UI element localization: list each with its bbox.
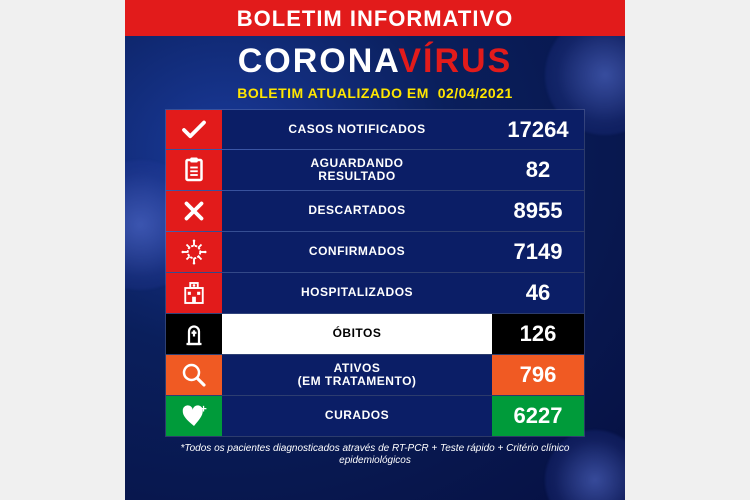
value-cell: 8955 <box>492 191 584 231</box>
row-label: CASOS NOTIFICADOS <box>288 123 425 136</box>
row-value: 46 <box>526 280 550 306</box>
value-cell: 17264 <box>492 110 584 149</box>
row-label: AGUARDANDORESULTADO <box>311 157 404 183</box>
title-red: VÍRUS <box>398 42 512 80</box>
value-cell: 82 <box>492 150 584 190</box>
table-row: AGUARDANDORESULTADO 82 <box>165 150 585 191</box>
subtitle: BOLETIM ATUALIZADO EM 02/04/2021 <box>125 83 625 109</box>
banner-red: BOLETIM INFORMATIVO <box>125 0 625 36</box>
hospital-icon <box>179 278 209 308</box>
x-icon <box>179 196 209 226</box>
label-cell: AGUARDANDORESULTADO <box>222 150 492 190</box>
value-cell: 7149 <box>492 232 584 272</box>
row-value: 17264 <box>507 117 568 143</box>
heart-icon: + <box>179 401 209 431</box>
label-cell: HOSPITALIZADOS <box>222 273 492 313</box>
stats-table: CASOS NOTIFICADOS 17264 AGUARDANDORESULT… <box>165 109 585 437</box>
value-cell: 796 <box>492 355 584 395</box>
table-row: CONFIRMADOS 7149 <box>165 232 585 273</box>
svg-text:+: + <box>200 403 207 415</box>
icon-cell: + <box>166 396 222 436</box>
table-row: + CURADOS 6227 <box>165 396 585 437</box>
icon-cell <box>166 273 222 313</box>
table-row: HOSPITALIZADOS 46 <box>165 273 585 314</box>
footnote: *Todos os pacientes diagnosticados atrav… <box>125 437 625 467</box>
label-cell: CASOS NOTIFICADOS <box>222 110 492 149</box>
row-value: 796 <box>520 362 557 388</box>
row-label: ÓBITOS <box>333 327 382 340</box>
icon-cell <box>166 355 222 395</box>
grave-icon <box>179 319 209 349</box>
row-label: CURADOS <box>325 409 389 422</box>
value-cell: 126 <box>492 314 584 354</box>
icon-cell <box>166 150 222 190</box>
value-cell: 6227 <box>492 396 584 436</box>
table-row: DESCARTADOS 8955 <box>165 191 585 232</box>
label-cell: CURADOS <box>222 396 492 436</box>
row-label: HOSPITALIZADOS <box>301 286 413 299</box>
row-value: 6227 <box>514 403 563 429</box>
row-label: ATIVOS(EM TRATAMENTO) <box>298 362 417 388</box>
row-value: 7149 <box>514 239 563 265</box>
row-value: 8955 <box>514 198 563 224</box>
row-label: CONFIRMADOS <box>309 245 405 258</box>
subtitle-prefix: BOLETIM ATUALIZADO EM <box>237 85 429 101</box>
virus-icon <box>179 237 209 267</box>
icon-cell <box>166 314 222 354</box>
title-row: CORONAVÍRUS <box>125 36 625 83</box>
label-cell: ATIVOS(EM TRATAMENTO) <box>222 355 492 395</box>
bulletin-container: BOLETIM INFORMATIVO CORONAVÍRUS BOLETIM … <box>125 0 625 500</box>
value-cell: 46 <box>492 273 584 313</box>
icon-cell <box>166 110 222 149</box>
search-icon <box>179 360 209 390</box>
table-row: ÓBITOS 126 <box>165 314 585 355</box>
clipboard-icon <box>179 155 209 185</box>
icon-cell <box>166 191 222 231</box>
row-value: 82 <box>526 157 550 183</box>
row-label: DESCARTADOS <box>308 204 405 217</box>
row-value: 126 <box>520 321 557 347</box>
table-row: ATIVOS(EM TRATAMENTO) 796 <box>165 355 585 396</box>
title-white: CORONA <box>238 42 399 80</box>
label-cell: ÓBITOS <box>222 314 492 354</box>
label-cell: DESCARTADOS <box>222 191 492 231</box>
icon-cell <box>166 232 222 272</box>
check-icon <box>179 115 209 145</box>
banner-text: BOLETIM INFORMATIVO <box>125 6 625 32</box>
subtitle-date: 02/04/2021 <box>438 85 513 101</box>
table-row: CASOS NOTIFICADOS 17264 <box>165 109 585 150</box>
label-cell: CONFIRMADOS <box>222 232 492 272</box>
